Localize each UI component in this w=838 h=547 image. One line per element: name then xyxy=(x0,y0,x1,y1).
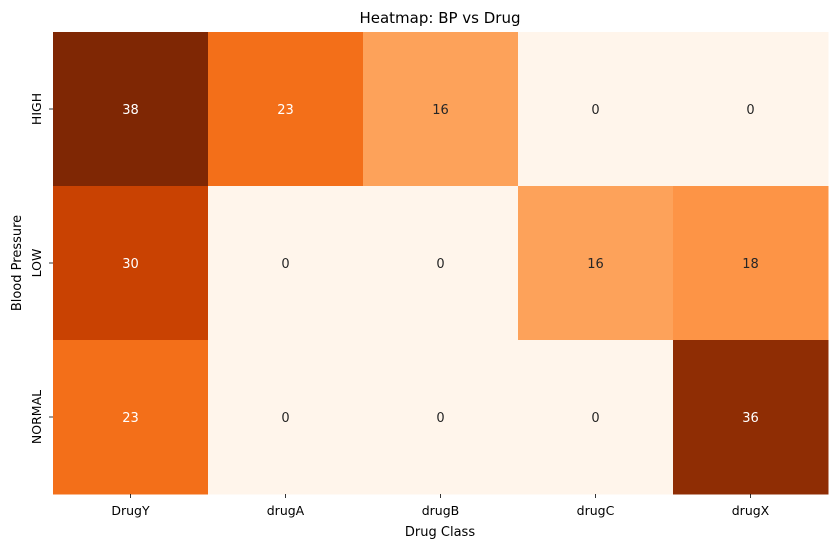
heatmap-cell-value: 0 xyxy=(746,103,754,118)
y-tick-label: NORMAL xyxy=(29,390,44,444)
heatmap-cell-value: 23 xyxy=(277,103,294,118)
heatmap-cell-normal-drugx xyxy=(673,340,829,495)
heatmap-cell-value: 0 xyxy=(591,103,599,118)
heatmap-cell-low-drugc xyxy=(518,186,674,341)
heatmap-cell-high-druga xyxy=(208,32,364,187)
heatmap-cells: 38 23 16 0 0 30 0 0 16 18 23 0 0 0 36 xyxy=(53,32,829,495)
heatmap-cell-low-drugx xyxy=(673,186,829,341)
heatmap-cell-normal-drugy xyxy=(53,340,209,495)
x-tick-label: DrugY xyxy=(111,503,150,518)
heatmap-cell-normal-drugc xyxy=(518,340,674,495)
heatmap-cell-low-drugb xyxy=(363,186,519,341)
heatmap-cell-value: 0 xyxy=(591,411,599,426)
heatmap-cell-low-drugy xyxy=(53,186,209,341)
heatmap-cell-high-drugb xyxy=(363,32,519,187)
heatmap-cell-value: 0 xyxy=(436,411,444,426)
heatmap-cell-value: 38 xyxy=(122,103,139,118)
heatmap-cell-value: 16 xyxy=(432,103,449,118)
heatmap-cell-low-druga xyxy=(208,186,364,341)
heatmap-cell-value: 30 xyxy=(122,257,139,272)
heatmap-cell-value: 36 xyxy=(742,411,759,426)
heatmap-cell-value: 18 xyxy=(742,257,759,272)
x-axis-ticks: DrugY drugA drugB drugC drugX xyxy=(111,494,770,518)
heatmap-cell-high-drugy xyxy=(53,32,209,187)
chart-title: Heatmap: BP vs Drug xyxy=(359,9,520,27)
heatmap-cell-value: 16 xyxy=(587,257,604,272)
heatmap-cell-high-drugc xyxy=(518,32,674,187)
x-axis-label: Drug Class xyxy=(405,525,475,540)
y-axis-label: Blood Pressure xyxy=(10,215,25,311)
x-tick-label: drugB xyxy=(422,503,460,518)
x-tick-label: drugC xyxy=(577,503,615,518)
heatmap-cell-value: 0 xyxy=(436,257,444,272)
heatmap-cell-value: 0 xyxy=(281,411,289,426)
heatmap-cell-normal-druga xyxy=(208,340,364,495)
x-tick-label: drugX xyxy=(732,503,770,518)
heatmap-cell-normal-drugb xyxy=(363,340,519,495)
x-tick-label: drugA xyxy=(267,503,305,518)
y-tick-label: LOW xyxy=(29,249,44,278)
y-axis-ticks: HIGH LOW NORMAL xyxy=(29,93,53,444)
y-tick-label: HIGH xyxy=(29,93,44,125)
heatmap-cell-value: 0 xyxy=(281,257,289,272)
heatmap-cell-value: 23 xyxy=(122,411,139,426)
heatmap-cell-high-drugx xyxy=(673,32,829,187)
